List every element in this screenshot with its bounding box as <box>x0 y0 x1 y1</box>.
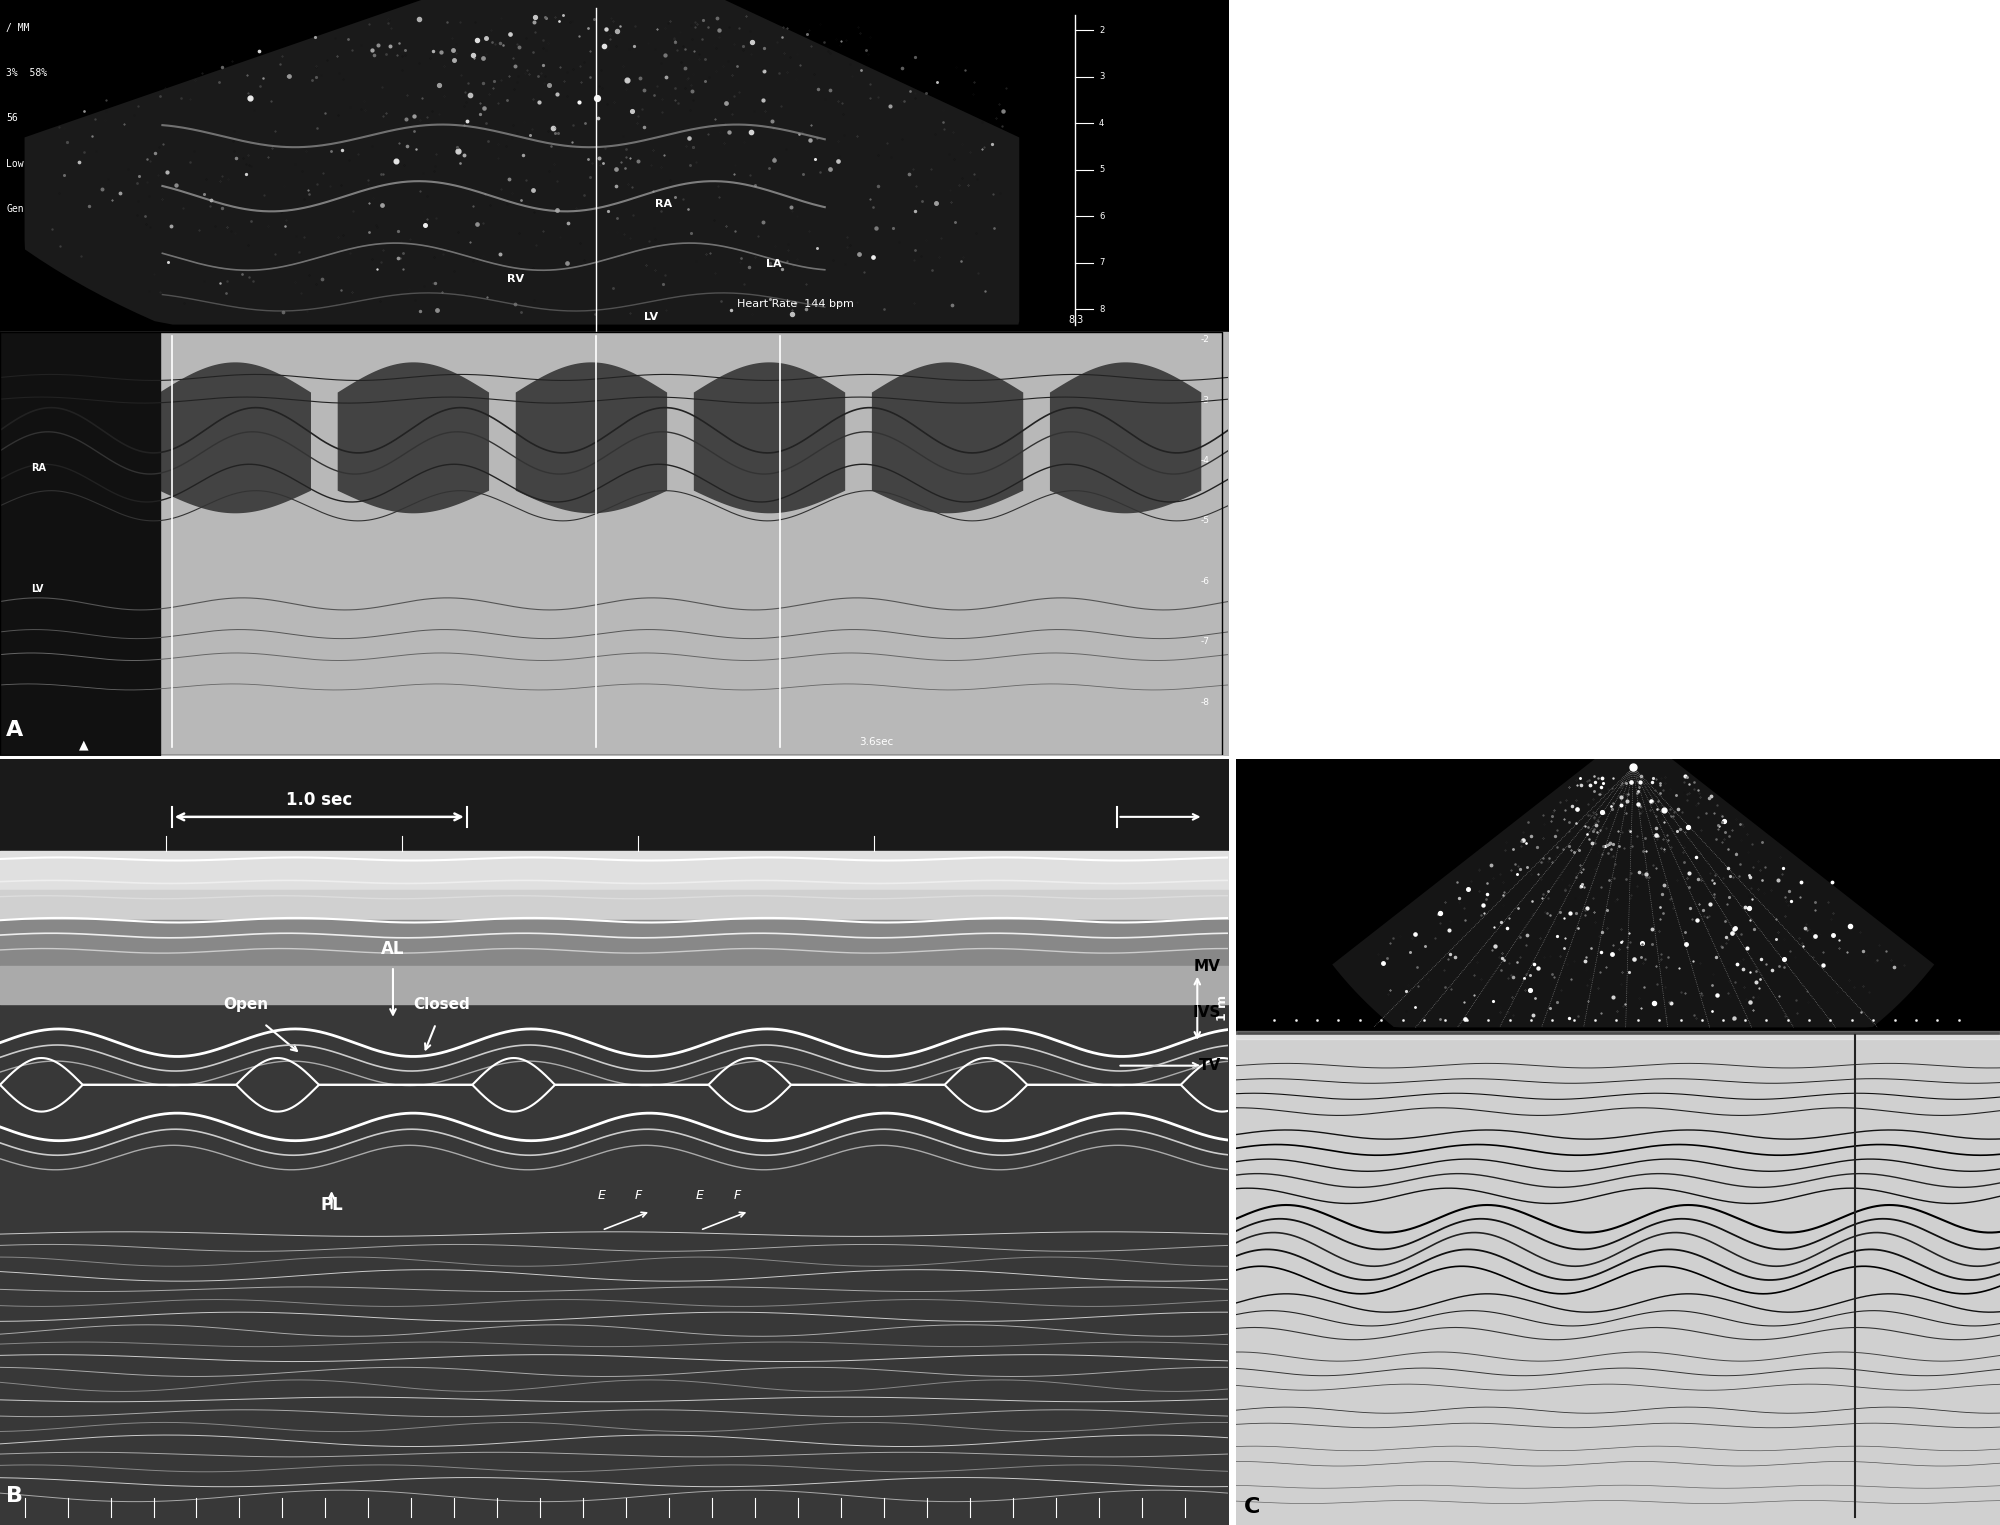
Text: -6: -6 <box>1200 576 1210 586</box>
Polygon shape <box>872 363 1024 514</box>
Text: LA: LA <box>766 259 782 270</box>
Text: AL: AL <box>382 941 404 959</box>
Text: 4: 4 <box>1100 119 1104 128</box>
Text: 8: 8 <box>1100 305 1104 314</box>
Text: Low: Low <box>6 159 24 169</box>
Polygon shape <box>338 363 490 514</box>
Text: Closed: Closed <box>414 997 470 1013</box>
Text: LV: LV <box>644 313 658 322</box>
Text: F: F <box>634 1190 642 1202</box>
Text: TV: TV <box>1198 1058 1220 1074</box>
Text: A: A <box>6 720 24 740</box>
Polygon shape <box>160 363 310 514</box>
Text: RA: RA <box>30 464 46 473</box>
Text: IVS: IVS <box>1192 1005 1220 1020</box>
Text: E: E <box>696 1190 704 1202</box>
Text: B: B <box>6 1485 24 1505</box>
Text: -8: -8 <box>1200 697 1210 706</box>
Polygon shape <box>694 363 846 514</box>
Polygon shape <box>1332 729 1934 1028</box>
Text: -5: -5 <box>1200 517 1210 526</box>
Text: 1.0 sec: 1.0 sec <box>286 791 352 810</box>
Text: -4: -4 <box>1200 456 1210 465</box>
Text: MV: MV <box>1194 959 1220 973</box>
Polygon shape <box>24 0 1020 325</box>
Text: Gen: Gen <box>6 204 24 214</box>
Text: Heart Rate  144 bpm: Heart Rate 144 bpm <box>736 299 854 310</box>
Text: RA: RA <box>654 198 672 209</box>
Text: Open: Open <box>224 997 268 1013</box>
Text: RV: RV <box>508 274 524 284</box>
Text: -7: -7 <box>1200 637 1210 647</box>
Text: PL: PL <box>320 1196 342 1214</box>
Text: F: F <box>734 1190 740 1202</box>
Text: C: C <box>1244 1498 1260 1517</box>
Polygon shape <box>516 363 668 514</box>
Text: -2: -2 <box>1200 336 1210 345</box>
Text: / MM: / MM <box>6 23 30 32</box>
Text: 7: 7 <box>1100 258 1104 267</box>
Text: ▲: ▲ <box>78 738 88 752</box>
Text: 8.3: 8.3 <box>1068 314 1084 325</box>
Text: -3: -3 <box>1200 395 1210 404</box>
Text: E: E <box>598 1190 606 1202</box>
Text: 56: 56 <box>6 113 18 124</box>
Text: 5: 5 <box>1100 165 1104 174</box>
Text: 3: 3 <box>1100 72 1104 81</box>
Text: 6: 6 <box>1100 212 1104 221</box>
Text: 1 m: 1 m <box>1216 996 1228 1022</box>
Text: 3.6sec: 3.6sec <box>860 737 894 747</box>
Polygon shape <box>1050 363 1202 514</box>
Text: 2: 2 <box>1100 26 1104 35</box>
Text: LV: LV <box>30 584 44 593</box>
Text: 3%  58%: 3% 58% <box>6 69 48 78</box>
